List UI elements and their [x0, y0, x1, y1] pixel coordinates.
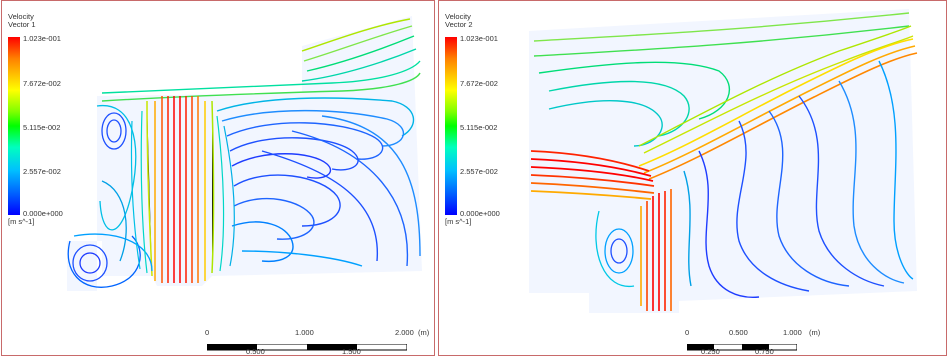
- scale-label-max: 1.000: [783, 328, 802, 337]
- length-scale-bar-1: [206, 339, 408, 355]
- legend-tick-mid: 5.115e-002: [23, 123, 61, 132]
- legend-tick-low: 2.557e-002: [460, 167, 498, 176]
- scale-label-0: 0: [205, 328, 210, 337]
- scale-label-max: 2.000: [395, 328, 414, 337]
- legend-title-1: Velocity Vector 1: [8, 13, 36, 29]
- streamlines-right-field: [683, 60, 914, 298]
- streamlines-left-inlet: [530, 150, 655, 200]
- legend-tick-min: 0.000e+000: [23, 209, 63, 218]
- streamlines-lower-left-vortex: [595, 210, 635, 287]
- legend-tick-high: 7.672e-002: [23, 79, 61, 88]
- color-legend-bar: [8, 37, 20, 215]
- legend-title-line1: Velocity: [445, 12, 471, 21]
- streamlines-bottom-jet: [640, 189, 672, 311]
- streamlines-upper-field: [533, 12, 914, 154]
- scale-label-unit: (m): [418, 328, 430, 337]
- scale-label-quarter: 0.250: [701, 347, 720, 356]
- scale-bar-graphic: [206, 343, 408, 351]
- legend-tick-min: 0.000e+000: [460, 209, 500, 218]
- legend-title-line1: Velocity: [8, 12, 34, 21]
- legend-tick-max: 1.023e-001: [23, 34, 61, 43]
- legend-title-line2: Vector 2: [445, 20, 473, 29]
- streamlines-central-jet: [146, 96, 215, 283]
- scale-label-three-quarter: 0.750: [755, 347, 774, 356]
- scale-label-unit: (m): [809, 328, 821, 337]
- legend-unit: [m s^-1]: [8, 217, 35, 226]
- streamline-plot-1: [67, 16, 422, 291]
- scale-label-three-quarter: 1.500: [342, 347, 361, 356]
- color-legend-bar: [445, 37, 457, 215]
- contour-panel-1: Velocity Vector 1 1.023e-001 7.672e-002 …: [1, 0, 435, 356]
- streamline-plot-2: [529, 9, 918, 313]
- streamlines-jet-edges: [130, 110, 235, 274]
- scale-label-mid: 1.000: [295, 328, 314, 337]
- flow-domain: [67, 16, 422, 291]
- streamlines-diagonal-jet: [638, 38, 918, 180]
- legend-tick-max: 1.023e-001: [460, 34, 498, 43]
- legend-title-line2: Vector 1: [8, 20, 36, 29]
- legend-title-2: Velocity Vector 2: [445, 13, 473, 29]
- legend-unit: [m s^-1]: [445, 217, 472, 226]
- legend-tick-mid: 5.115e-002: [460, 123, 498, 132]
- streamlines-bottom-left-vortex: [67, 233, 153, 288]
- streamlines-right-recirculation: [216, 97, 421, 267]
- scale-label-mid: 0.500: [729, 328, 748, 337]
- contour-panel-2: Velocity Vector 2 1.023e-001 7.672e-002 …: [438, 0, 947, 356]
- legend-tick-low: 2.557e-002: [23, 167, 61, 176]
- legend-tick-high: 7.672e-002: [460, 79, 498, 88]
- streamlines-top-right: [101, 18, 421, 102]
- scale-label-0: 0: [685, 328, 690, 337]
- scale-label-quarter: 0.500: [246, 347, 265, 356]
